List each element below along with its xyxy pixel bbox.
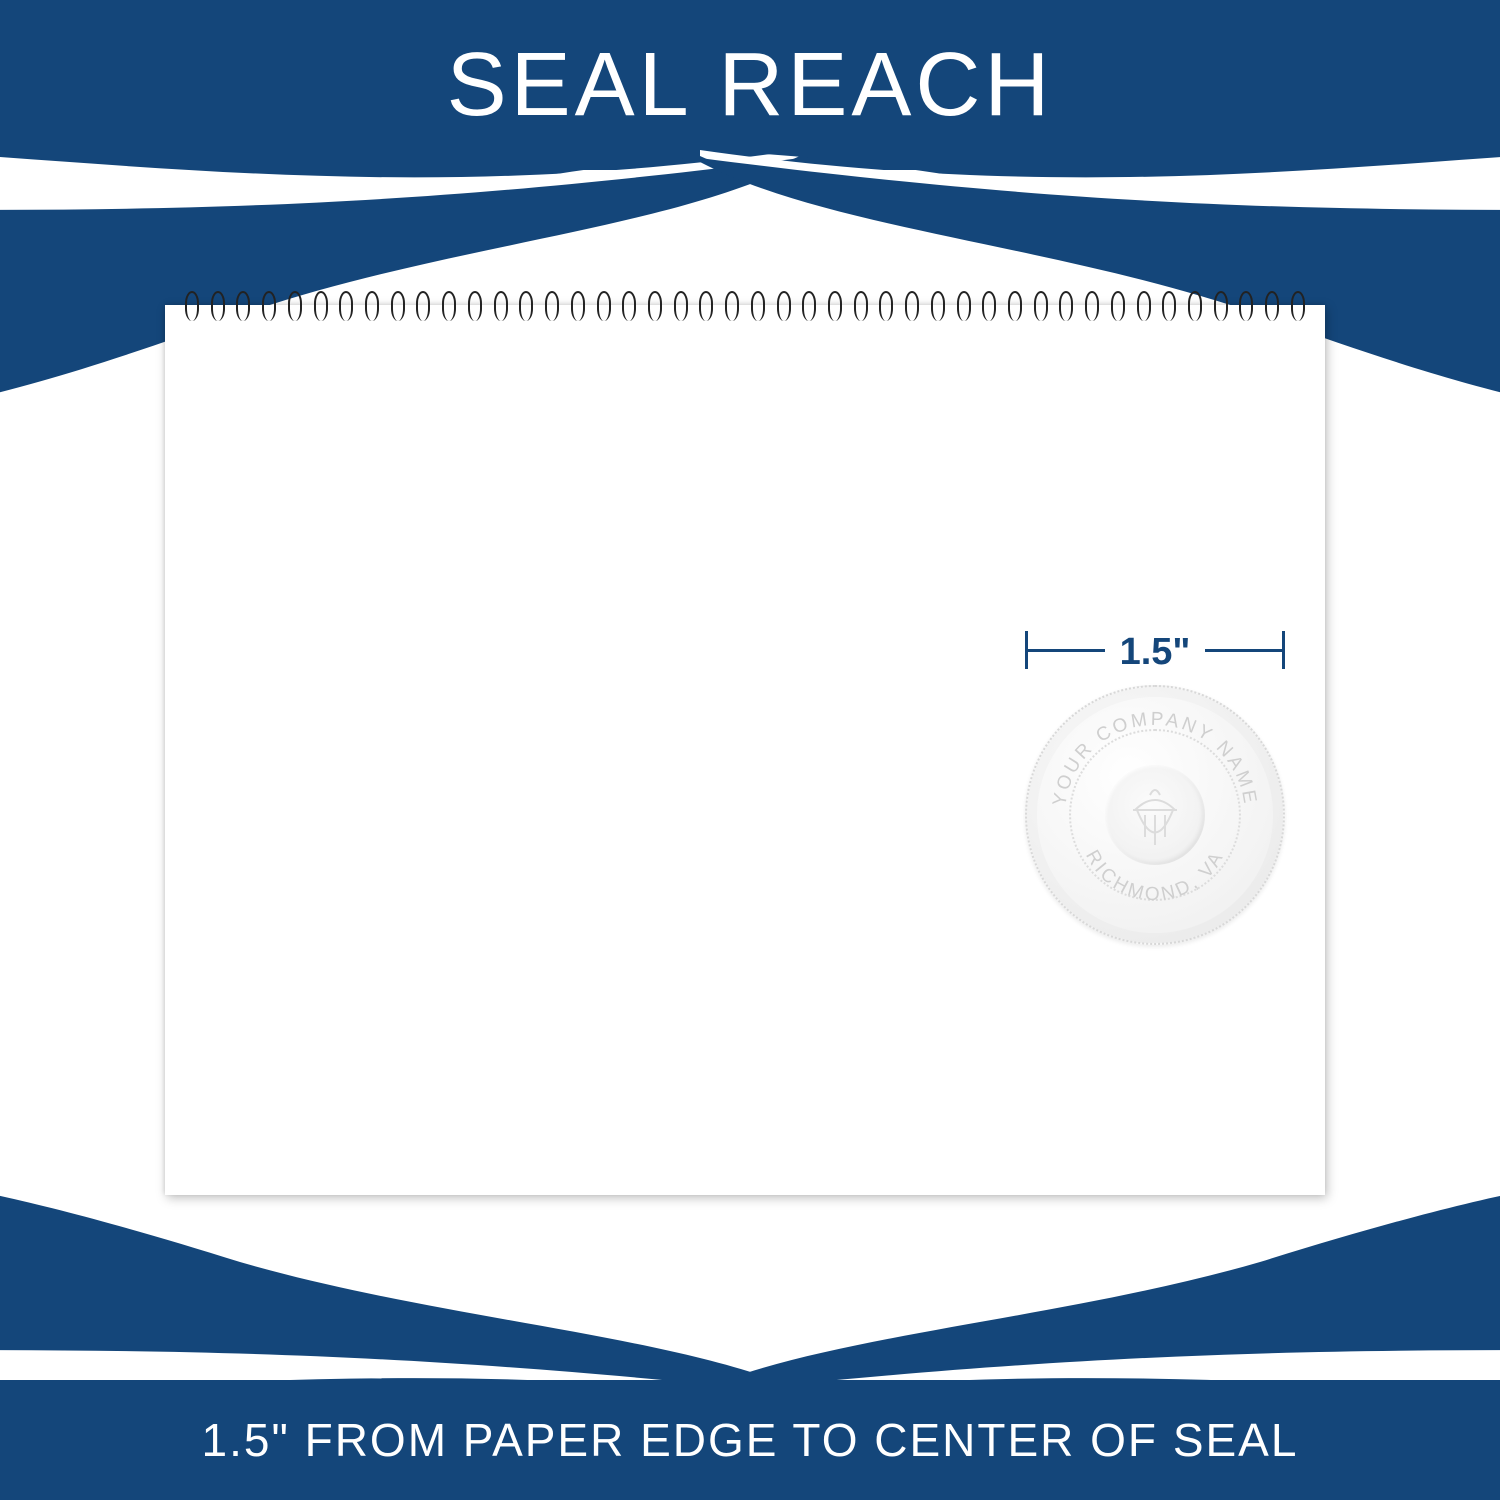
spiral-ring xyxy=(1085,291,1099,321)
spiral-ring xyxy=(494,291,508,321)
seal-text: YOUR COMPANY NAME RICHMOND, VA xyxy=(1025,685,1285,945)
spiral-ring xyxy=(982,291,996,321)
spiral-ring xyxy=(416,291,430,321)
spiral-ring xyxy=(1137,291,1151,321)
spiral-ring xyxy=(931,291,945,321)
embossed-seal: YOUR COMPANY NAME RICHMOND, VA xyxy=(1025,685,1285,945)
spiral-ring xyxy=(468,291,482,321)
spiral-ring xyxy=(1111,291,1125,321)
spiral-ring xyxy=(597,291,611,321)
notepad: 1.5" YOU xyxy=(165,305,1325,1195)
spiral-ring xyxy=(751,291,765,321)
spiral-ring xyxy=(1034,291,1048,321)
reach-measurement: 1.5" xyxy=(1025,625,1285,675)
spiral-ring xyxy=(828,291,842,321)
measure-label: 1.5" xyxy=(1025,631,1285,674)
header-band: SEAL REACH xyxy=(0,0,1500,170)
spiral-ring xyxy=(699,291,713,321)
swoosh-bottom-right xyxy=(700,1180,1500,1400)
spiral-ring xyxy=(854,291,868,321)
spiral-ring xyxy=(571,291,585,321)
spiral-ring xyxy=(1059,291,1073,321)
spiral-ring xyxy=(339,291,353,321)
spiral-ring xyxy=(185,291,199,321)
spiral-ring xyxy=(802,291,816,321)
spiral-ring xyxy=(1162,291,1176,321)
spiral-ring xyxy=(545,291,559,321)
spiral-ring xyxy=(905,291,919,321)
spiral-ring xyxy=(1214,291,1228,321)
spiral-ring xyxy=(288,291,302,321)
spiral-ring xyxy=(262,291,276,321)
spiral-ring xyxy=(1291,291,1305,321)
spiral-ring xyxy=(879,291,893,321)
spiral-ring xyxy=(365,291,379,321)
svg-text:YOUR COMPANY NAME: YOUR COMPANY NAME xyxy=(1049,709,1260,808)
spiral-ring xyxy=(314,291,328,321)
spiral-binding xyxy=(185,291,1305,325)
svg-text:RICHMOND, VA: RICHMOND, VA xyxy=(1081,847,1229,905)
measure-line-right xyxy=(1205,649,1285,652)
spiral-ring xyxy=(1188,291,1202,321)
spiral-ring xyxy=(236,291,250,321)
spiral-ring xyxy=(674,291,688,321)
spiral-ring xyxy=(648,291,662,321)
footer-band: 1.5" FROM PAPER EDGE TO CENTER OF SEAL xyxy=(0,1380,1500,1500)
swoosh-bottom-left xyxy=(0,1180,800,1400)
spiral-ring xyxy=(1008,291,1022,321)
spiral-ring xyxy=(391,291,405,321)
seal-top-text: YOUR COMPANY NAME xyxy=(1049,709,1260,808)
footer-description: 1.5" FROM PAPER EDGE TO CENTER OF SEAL xyxy=(202,1413,1299,1467)
spiral-ring xyxy=(442,291,456,321)
spiral-ring xyxy=(1239,291,1253,321)
spiral-ring xyxy=(957,291,971,321)
spiral-ring xyxy=(519,291,533,321)
spiral-ring xyxy=(777,291,791,321)
spiral-ring xyxy=(622,291,636,321)
page-title: SEAL REACH xyxy=(447,34,1054,137)
seal-bottom-text: RICHMOND, VA xyxy=(1081,847,1229,905)
spiral-ring xyxy=(725,291,739,321)
spiral-ring xyxy=(1265,291,1279,321)
measure-cap-right xyxy=(1282,631,1285,669)
spiral-ring xyxy=(211,291,225,321)
